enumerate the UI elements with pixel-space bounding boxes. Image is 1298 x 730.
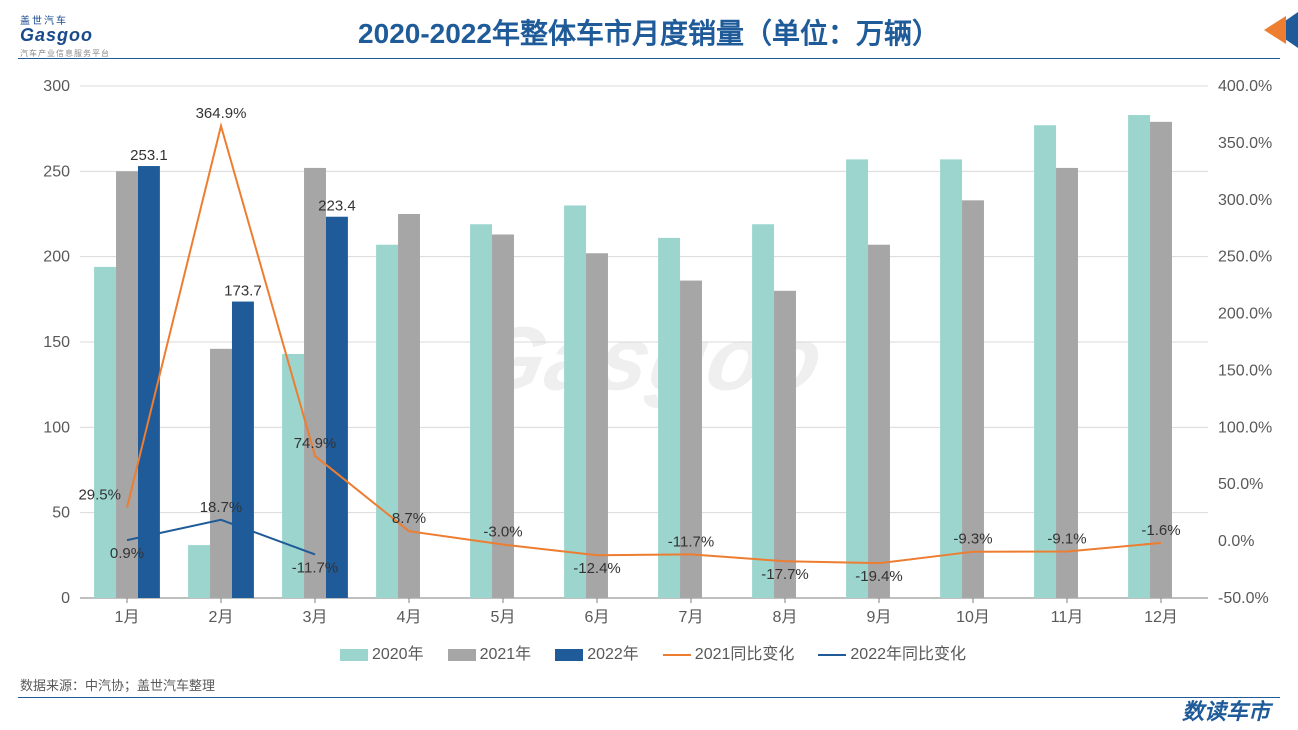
header: 盖世汽车 Gasgoo 汽车产业信息服务平台 2020-2022年整体车市月度销… — [0, 0, 1298, 60]
svg-text:200: 200 — [43, 249, 70, 266]
svg-text:253.1: 253.1 — [130, 147, 168, 164]
chart-title: 2020-2022年整体车市月度销量（单位：万辆） — [0, 12, 1298, 52]
svg-text:-11.7%: -11.7% — [292, 559, 338, 576]
svg-text:11月: 11月 — [1051, 609, 1084, 626]
svg-text:50.0%: 50.0% — [1218, 476, 1263, 493]
svg-text:150: 150 — [43, 334, 70, 351]
sales-chart: 0 50 100 150 200 250 300 -50.0% 0.0% 50.0% 100.0% 1… — [0, 68, 1298, 638]
svg-text:50: 50 — [52, 505, 70, 522]
footer-divider — [18, 697, 1280, 698]
svg-text:100.0%: 100.0% — [1218, 419, 1272, 436]
svg-text:-3.0%: -3.0% — [483, 524, 522, 541]
chart-legend: 2020年 2021年 2022年 2021同比变化 2022年同比变化 — [0, 640, 1298, 664]
legend-swatch — [340, 649, 368, 661]
svg-text:-17.7%: -17.7% — [761, 566, 809, 583]
svg-text:0.9%: 0.9% — [110, 545, 144, 562]
svg-text:8月: 8月 — [773, 609, 798, 626]
svg-text:250.0%: 250.0% — [1218, 249, 1272, 266]
svg-text:2月: 2月 — [209, 609, 234, 626]
legend-label: 2021年 — [480, 646, 532, 663]
svg-text:223.4: 223.4 — [318, 198, 356, 215]
legend-label: 2022年 — [587, 646, 639, 663]
svg-text:7月: 7月 — [679, 609, 704, 626]
svg-text:0: 0 — [61, 590, 70, 607]
svg-text:100: 100 — [43, 419, 70, 436]
svg-text:350.0%: 350.0% — [1218, 135, 1272, 152]
legend-line — [663, 654, 691, 656]
svg-text:400.0%: 400.0% — [1218, 78, 1272, 95]
svg-text:74.9%: 74.9% — [294, 435, 337, 452]
svg-text:-1.6%: -1.6% — [1141, 522, 1180, 539]
svg-text:4月: 4月 — [397, 609, 422, 626]
svg-text:9月: 9月 — [867, 609, 892, 626]
header-divider — [18, 58, 1280, 59]
svg-text:-19.4%: -19.4% — [855, 568, 903, 585]
legend-label: 2022年同比变化 — [850, 646, 966, 663]
svg-text:-9.1%: -9.1% — [1047, 530, 1086, 547]
legend-line — [818, 654, 846, 656]
svg-text:12月: 12月 — [1144, 609, 1178, 626]
svg-text:300: 300 — [43, 78, 70, 95]
svg-text:200.0%: 200.0% — [1218, 306, 1272, 323]
svg-text:6月: 6月 — [585, 609, 610, 626]
svg-text:150.0%: 150.0% — [1218, 362, 1272, 379]
legend-label: 2021同比变化 — [695, 646, 795, 663]
svg-text:-11.7%: -11.7% — [668, 533, 714, 550]
footer-brand: 数读车市 — [1182, 694, 1270, 726]
svg-text:3月: 3月 — [303, 609, 328, 626]
svg-text:18.7%: 18.7% — [200, 499, 243, 516]
svg-text:1月: 1月 — [115, 609, 140, 626]
svg-text:173.7: 173.7 — [224, 283, 262, 300]
legend-swatch — [448, 649, 476, 661]
legend-label: 2020年 — [372, 646, 424, 663]
svg-text:-9.3%: -9.3% — [953, 531, 992, 548]
svg-text:250: 250 — [43, 163, 70, 180]
svg-text:10月: 10月 — [956, 609, 990, 626]
svg-text:5月: 5月 — [491, 609, 516, 626]
corner-arrows-icon — [1250, 12, 1298, 53]
svg-text:-50.0%: -50.0% — [1218, 590, 1269, 607]
legend-swatch — [555, 649, 583, 661]
svg-text:0.0%: 0.0% — [1218, 533, 1254, 550]
data-source: 数据来源：中汽协；盖世汽车整理 — [20, 675, 215, 694]
svg-text:300.0%: 300.0% — [1218, 192, 1272, 209]
svg-text:364.9%: 364.9% — [196, 105, 247, 122]
svg-text:8.7%: 8.7% — [392, 510, 426, 527]
svg-text:-12.4%: -12.4% — [573, 560, 621, 577]
svg-text:29.5%: 29.5% — [78, 487, 121, 504]
